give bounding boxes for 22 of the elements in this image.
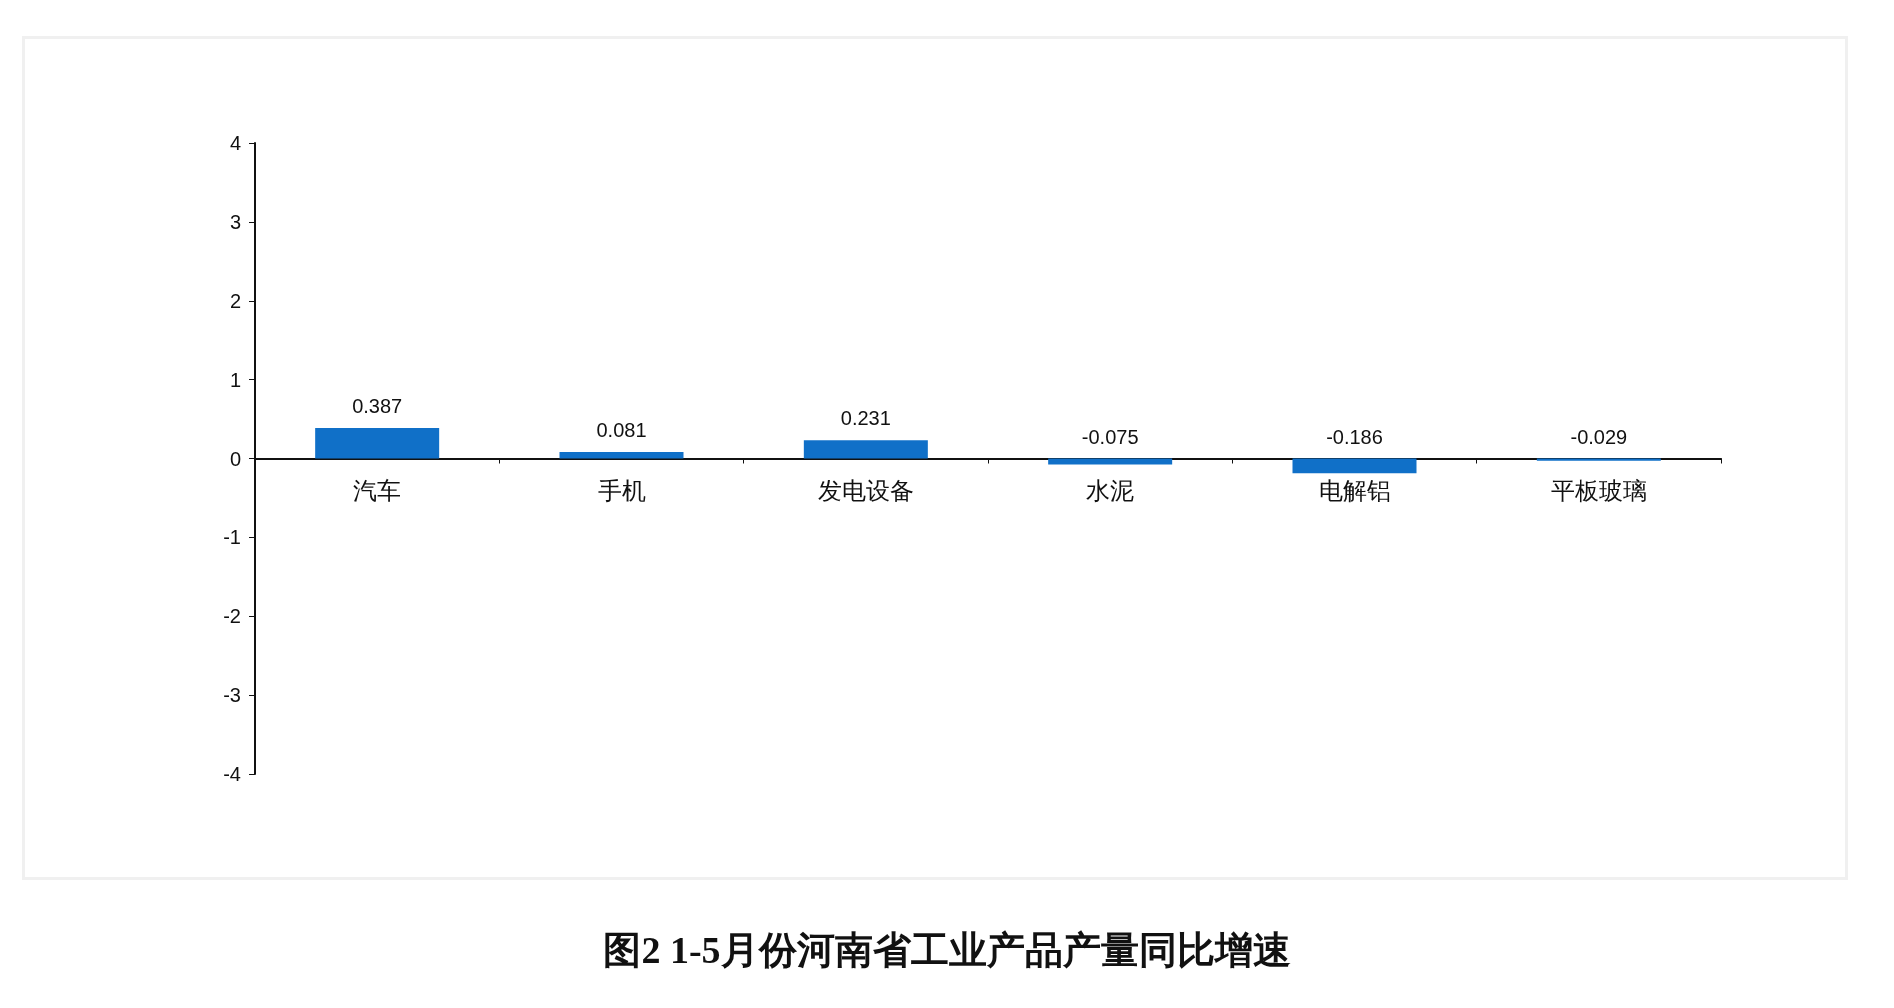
y-tick-label: 4 — [229, 132, 241, 154]
y-tick-label: 0 — [229, 447, 241, 470]
x-tick-label: 水泥 — [1086, 476, 1135, 505]
x-tick-label: 发电设备 — [817, 476, 914, 505]
y-tick-label: 2 — [229, 289, 241, 312]
data-label: 0.387 — [352, 394, 403, 417]
y-tick-label: -2 — [223, 605, 241, 628]
data-label: -0.029 — [1570, 425, 1628, 448]
y-tick-label: -1 — [223, 526, 241, 549]
data-label: 0.081 — [596, 419, 647, 442]
data-label: -0.075 — [1081, 425, 1139, 448]
y-tick-label: -4 — [223, 763, 241, 785]
data-label: -0.186 — [1326, 425, 1383, 448]
x-tick-label: 平板玻璃 — [1550, 476, 1647, 505]
x-tick-label: 电解铝 — [1318, 476, 1391, 505]
text: 图2 1-5月份河南省工业产品产量同比增速 — [602, 928, 1292, 973]
x-tick-label: 汽车 — [353, 476, 402, 505]
x-tick-label: 手机 — [597, 476, 646, 505]
y-tick-label: -3 — [223, 684, 241, 707]
data-label: 0.231 — [840, 407, 891, 430]
y-tick-label: 1 — [229, 368, 241, 391]
y-tick-label: 3 — [229, 210, 241, 233]
